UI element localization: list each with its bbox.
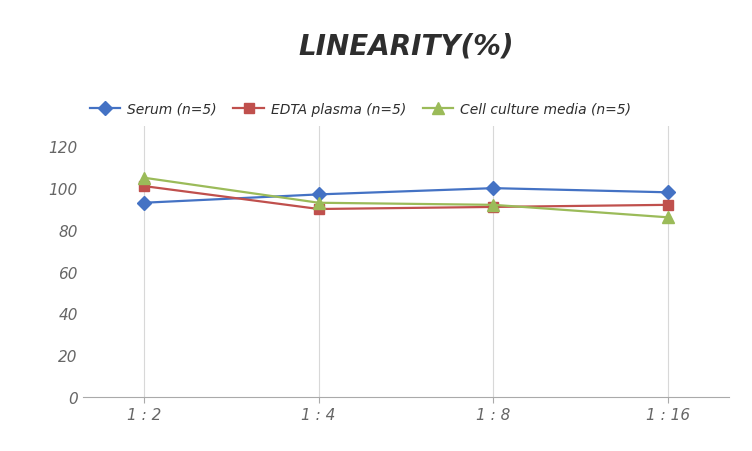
Title: LINEARITY(%): LINEARITY(%) bbox=[299, 32, 514, 60]
Serum (n=5) bbox=[664, 190, 673, 196]
Line: EDTA plasma (n=5): EDTA plasma (n=5) bbox=[139, 182, 673, 214]
Line: Serum (n=5): Serum (n=5) bbox=[139, 184, 673, 208]
Cell culture media (n=5) bbox=[664, 215, 673, 221]
Line: Cell culture media (n=5): Cell culture media (n=5) bbox=[138, 173, 674, 223]
EDTA plasma (n=5) bbox=[489, 205, 498, 210]
Cell culture media (n=5) bbox=[139, 175, 148, 181]
EDTA plasma (n=5) bbox=[139, 184, 148, 189]
Serum (n=5) bbox=[314, 192, 323, 198]
Legend: Serum (n=5), EDTA plasma (n=5), Cell culture media (n=5): Serum (n=5), EDTA plasma (n=5), Cell cul… bbox=[89, 103, 632, 117]
EDTA plasma (n=5) bbox=[314, 207, 323, 212]
Serum (n=5) bbox=[139, 201, 148, 206]
Cell culture media (n=5) bbox=[314, 201, 323, 206]
EDTA plasma (n=5) bbox=[664, 202, 673, 208]
Cell culture media (n=5) bbox=[489, 202, 498, 208]
Serum (n=5) bbox=[489, 186, 498, 191]
